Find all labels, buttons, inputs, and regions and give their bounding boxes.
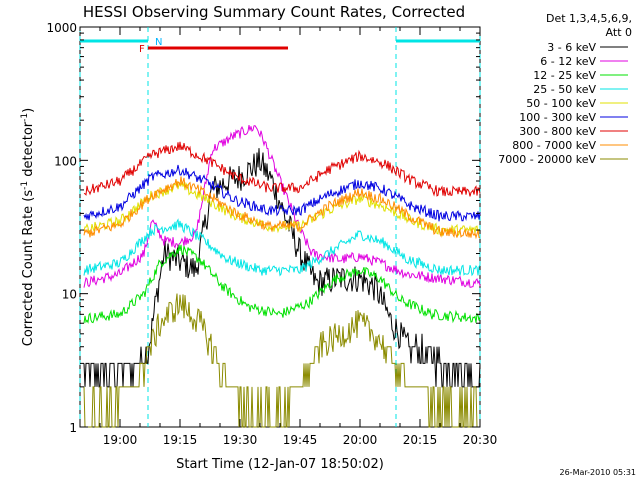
series-lines xyxy=(83,125,481,428)
axes: 19:00 19:15 19:30 19:45 20:00 20:15 20:30 1 10 10… xyxy=(46,21,497,447)
y-tick-label: 10 xyxy=(62,288,77,302)
x-tick-label: 20:00 xyxy=(343,433,378,447)
legend-label: 3 - 6 keV xyxy=(547,41,596,54)
chart-title: HESSI Observing Summary Count Rates, Cor… xyxy=(83,3,465,21)
y-tick-label: 1 xyxy=(69,421,77,435)
series-line xyxy=(83,218,481,277)
timestamp: 26-Mar-2010 05:31 xyxy=(560,468,637,477)
y-axis-label-exp1: -1 xyxy=(20,181,30,190)
y-axis-label-exp2: -1 xyxy=(20,113,30,122)
x-tick-label: 19:30 xyxy=(223,433,258,447)
flag-N-label: N xyxy=(155,37,162,48)
flag-F-label: F xyxy=(139,44,145,55)
series-line xyxy=(83,176,481,240)
legend-label: 6 - 12 keV xyxy=(540,55,596,68)
series-line xyxy=(83,141,481,197)
flag-markers: F N xyxy=(139,37,288,55)
y-tick-label: 100 xyxy=(54,154,77,168)
legend-label: 800 - 7000 keV xyxy=(512,139,596,152)
x-tick-label: 19:00 xyxy=(103,433,138,447)
series-line xyxy=(83,148,481,388)
x-tick-label: 20:30 xyxy=(463,433,498,447)
x-tick-label: 19:15 xyxy=(163,433,198,447)
y-tick-label: 1000 xyxy=(46,21,77,35)
y-axis-label: Corrected Count Rate (s-1 detector-1) xyxy=(20,108,36,346)
legend-label: 12 - 25 keV xyxy=(533,69,596,82)
x-tick-label: 19:45 xyxy=(283,433,318,447)
legend-header-line2: Att 0 xyxy=(606,26,632,39)
series-line xyxy=(83,164,481,222)
legend-label: 100 - 300 keV xyxy=(519,111,596,124)
legend-label: 50 - 100 keV xyxy=(526,97,596,110)
legend-label: 25 - 50 keV xyxy=(533,83,596,96)
x-tick-label: 20:15 xyxy=(403,433,438,447)
legend-label: 7000 - 20000 keV xyxy=(498,153,596,166)
x-axis-label: Start Time (12-Jan-07 18:50:02) xyxy=(176,457,384,472)
series-line xyxy=(83,244,481,324)
series-line xyxy=(83,293,480,428)
legend-label: 300 - 800 keV xyxy=(519,125,596,138)
legend-header-line1: Det 1,3,4,5,6,9, xyxy=(546,12,632,25)
